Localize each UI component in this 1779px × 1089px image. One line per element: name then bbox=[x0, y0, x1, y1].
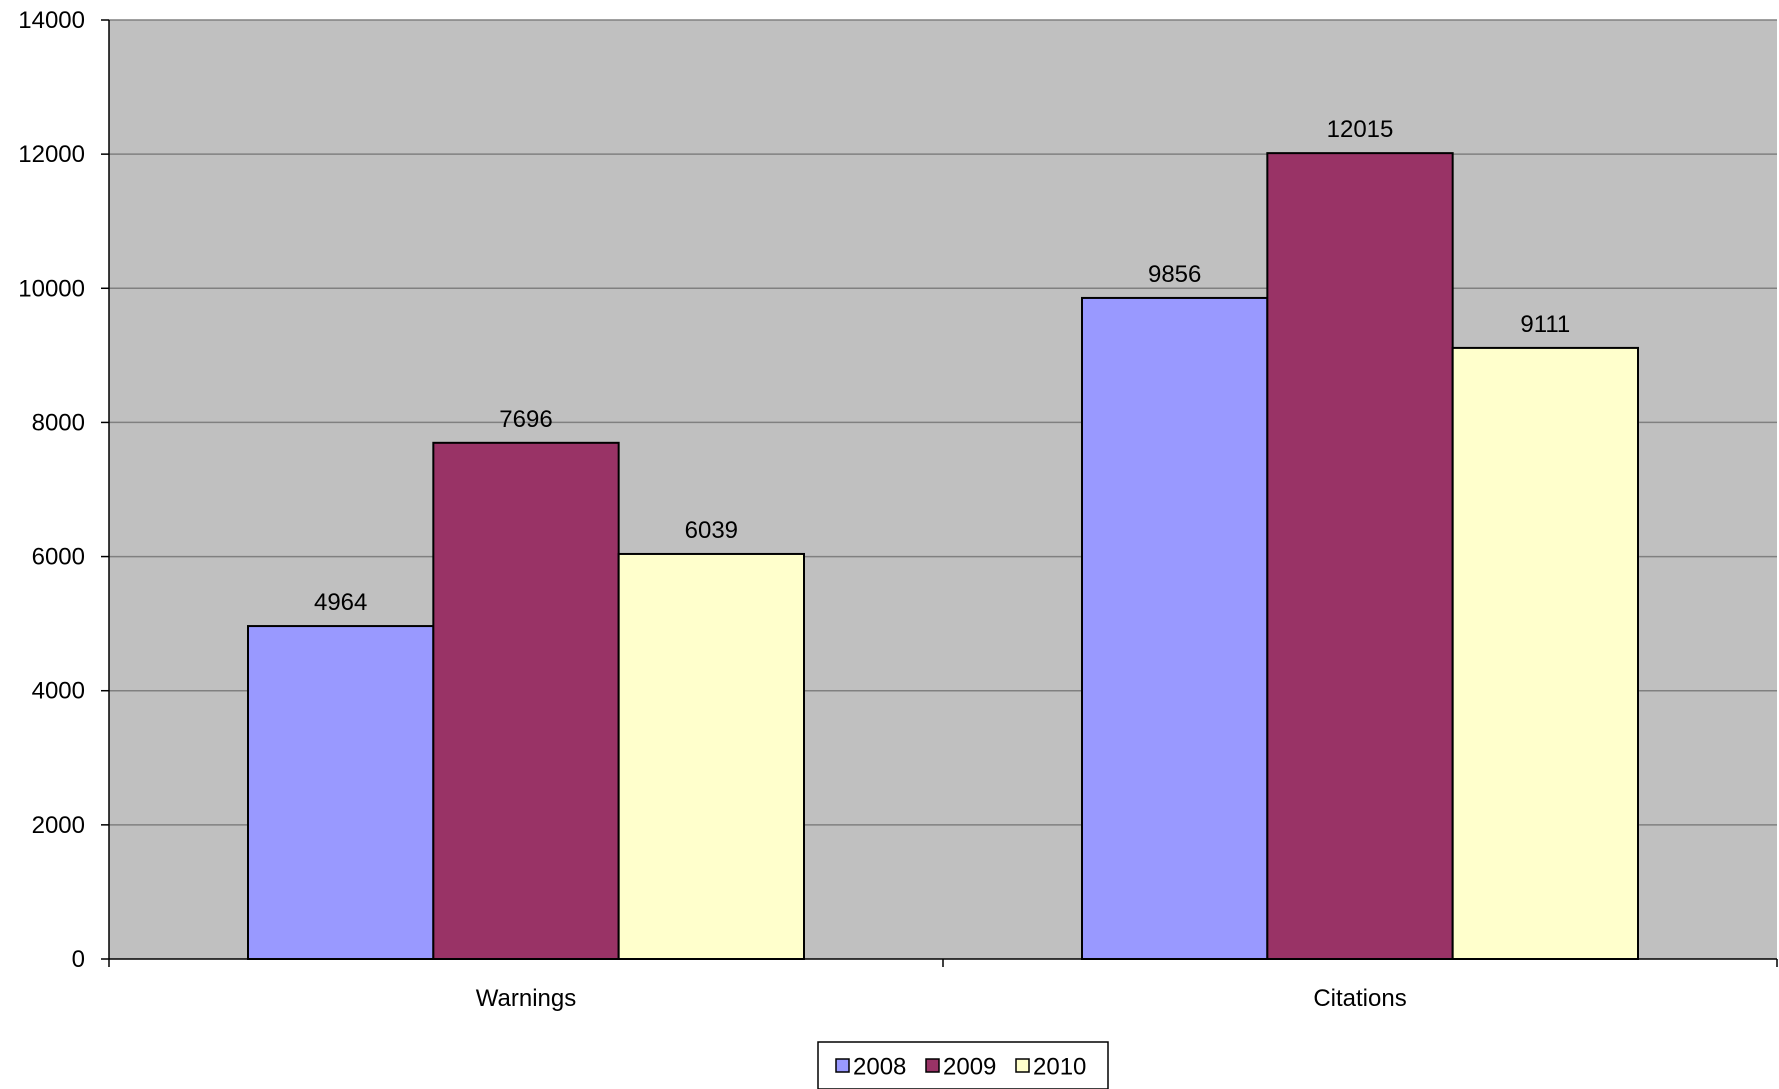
y-axis-ticks: 0 2000 4000 6000 8000 10000 12000 14000 bbox=[18, 7, 109, 973]
data-label: 7696 bbox=[499, 406, 552, 433]
bars bbox=[247, 152, 1639, 961]
legend-label: 2008 bbox=[853, 1054, 906, 1081]
data-label: 6039 bbox=[685, 517, 738, 544]
bar bbox=[1266, 152, 1454, 960]
x-axis-ticks: Warnings Citations bbox=[108, 959, 1778, 1012]
bar bbox=[247, 625, 435, 960]
data-label: 9111 bbox=[1520, 311, 1570, 338]
data-label: 9856 bbox=[1148, 261, 1201, 288]
legend-label: 2010 bbox=[1033, 1054, 1086, 1081]
x-category-label: Warnings bbox=[476, 985, 576, 1012]
y-tick-label: 0 bbox=[72, 946, 85, 973]
data-label: 4964 bbox=[314, 589, 367, 616]
data-labels: 4964 7696 6039 9856 12015 9111 bbox=[314, 116, 1570, 616]
y-tick-label: 8000 bbox=[32, 409, 85, 436]
legend-swatch bbox=[925, 1058, 940, 1073]
data-label: 12015 bbox=[1327, 116, 1394, 143]
legend-box bbox=[817, 1041, 1109, 1089]
y-tick-label: 12000 bbox=[18, 141, 85, 168]
y-tick-label: 10000 bbox=[18, 275, 85, 302]
y-tick-label: 4000 bbox=[32, 678, 85, 705]
legend: 2008 2009 2010 bbox=[817, 1041, 1109, 1089]
x-category-label: Citations bbox=[1313, 985, 1406, 1012]
legend-swatch bbox=[1015, 1058, 1030, 1073]
bar bbox=[1081, 296, 1269, 961]
y-tick-label: 2000 bbox=[32, 812, 85, 839]
bar bbox=[617, 552, 806, 960]
legend-swatch bbox=[835, 1058, 850, 1073]
y-tick-label: 6000 bbox=[32, 544, 85, 571]
bar bbox=[432, 441, 620, 960]
bar bbox=[1451, 346, 1639, 960]
y-tick-label: 14000 bbox=[18, 7, 85, 34]
legend-label: 2009 bbox=[943, 1054, 996, 1081]
